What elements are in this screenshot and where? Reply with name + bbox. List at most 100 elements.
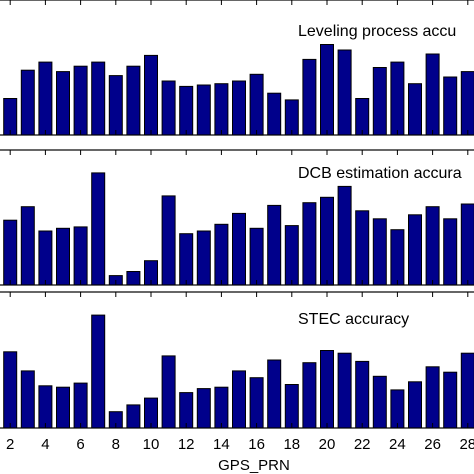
bar — [320, 44, 334, 136]
bar — [108, 75, 123, 136]
bar — [355, 360, 370, 429]
bar — [372, 375, 387, 429]
bar — [320, 196, 334, 286]
x-tick-label: 16 — [248, 436, 265, 453]
panel-dcb-accuracy: DCB estimation accura — [0, 149, 474, 286]
bar — [73, 226, 88, 286]
x-tick-label: 22 — [354, 436, 371, 453]
bar — [408, 83, 422, 136]
x-tick-label: 10 — [143, 436, 160, 453]
x-tick-label: 2 — [6, 436, 14, 453]
bar — [20, 69, 35, 136]
bar — [408, 381, 422, 429]
bar — [372, 218, 387, 286]
panel-title: STEC accuracy — [298, 311, 409, 328]
bar — [161, 80, 176, 136]
bar — [3, 351, 18, 429]
bar — [302, 58, 317, 136]
bar — [91, 314, 106, 429]
bar — [267, 92, 282, 136]
bar — [3, 219, 18, 286]
bar — [267, 359, 282, 429]
bar — [337, 352, 352, 429]
bar — [38, 385, 53, 429]
bar — [372, 67, 387, 136]
bar — [408, 214, 422, 286]
panel-frame — [0, 149, 474, 286]
bar — [56, 227, 70, 286]
panel-frame — [0, 291, 474, 429]
x-axis-label: GPS_PRN — [218, 457, 290, 474]
bar — [196, 84, 211, 136]
bar — [337, 185, 352, 286]
bar — [161, 355, 176, 429]
bar — [20, 206, 35, 286]
bar — [126, 65, 141, 136]
bar — [3, 98, 18, 136]
x-tick-label: 14 — [213, 436, 230, 453]
bar — [196, 388, 211, 429]
bar — [232, 370, 246, 429]
bar — [355, 210, 370, 286]
bar — [390, 389, 405, 429]
bar — [232, 212, 246, 286]
bar — [284, 99, 299, 136]
bar — [73, 65, 88, 136]
bar — [91, 172, 106, 286]
x-tick-label: 26 — [424, 436, 441, 453]
bar — [267, 204, 282, 286]
bar — [302, 202, 317, 286]
bar — [320, 350, 334, 429]
x-tick-label: 28 — [459, 436, 474, 453]
bar — [425, 366, 440, 429]
bar — [20, 370, 35, 429]
bar — [460, 203, 474, 286]
bar — [249, 377, 264, 429]
bar — [38, 61, 53, 136]
bar — [337, 49, 352, 136]
bar — [249, 73, 264, 136]
bar — [179, 233, 194, 286]
bar — [443, 218, 458, 286]
bar — [443, 371, 458, 429]
bar — [73, 382, 88, 429]
bar — [302, 362, 317, 429]
bar — [425, 53, 440, 136]
panel-title: Leveling process accu — [298, 23, 456, 40]
bar — [56, 71, 70, 136]
bar — [425, 206, 440, 286]
bar — [144, 54, 158, 136]
x-tick-label: 6 — [76, 436, 84, 453]
bar — [179, 392, 194, 429]
x-axis-ticks: 2 4 6 8 10 12 14 16 18 20 22 24 26 28 — [6, 436, 474, 453]
x-tick-label: 24 — [389, 436, 406, 453]
bar — [249, 227, 264, 286]
bar — [284, 384, 299, 429]
bar — [161, 195, 176, 286]
bar — [214, 223, 229, 286]
bar — [126, 404, 141, 429]
x-tick-label: 18 — [283, 436, 300, 453]
bar — [38, 230, 53, 286]
bar — [232, 80, 246, 136]
bar — [126, 271, 141, 286]
panel-title: DCB estimation accura — [298, 165, 462, 182]
x-tick-label: 4 — [41, 436, 49, 453]
panel-stec-accuracy: STEC accuracy — [0, 291, 474, 429]
bar — [179, 85, 194, 136]
bar — [390, 229, 405, 286]
bar — [443, 76, 458, 136]
bar — [460, 352, 474, 429]
panel-leveling-accuracy: Leveling process accu — [0, 0, 474, 136]
x-tick-label: 12 — [178, 436, 195, 453]
bar — [214, 83, 229, 136]
bar — [214, 386, 229, 429]
x-tick-label: 8 — [112, 436, 120, 453]
bar — [56, 386, 70, 429]
bar — [196, 230, 211, 286]
bar — [355, 98, 370, 136]
bar — [91, 61, 106, 136]
bar — [284, 225, 299, 286]
bar — [460, 71, 474, 136]
